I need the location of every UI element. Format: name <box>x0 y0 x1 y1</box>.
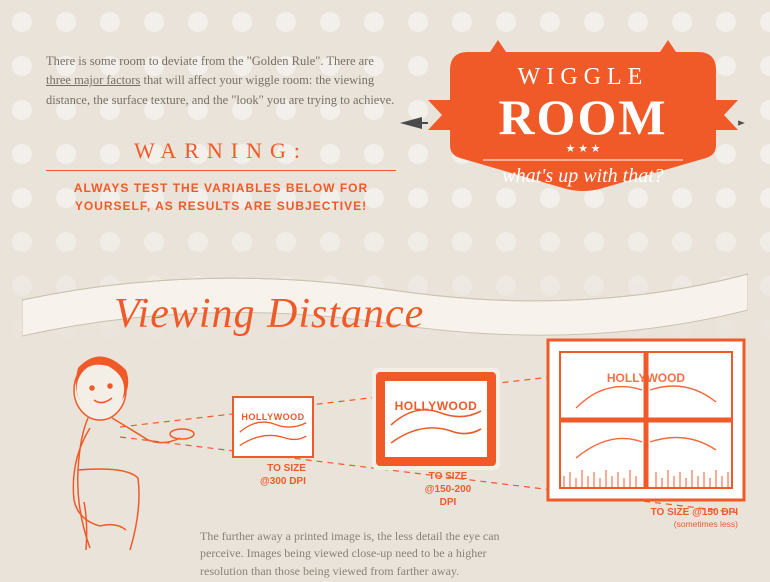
warning-block: WARNING: ALWAYS TEST THE VARIABLES BELOW… <box>46 138 396 215</box>
intro-underlined: three major factors <box>46 73 140 87</box>
warning-divider <box>46 170 396 171</box>
badge-line1: WIGGLE <box>518 64 649 90</box>
caption-2: TO SIZE @150-200 DPI <box>418 470 478 509</box>
caption-3-sub: (sometimes less) <box>618 519 738 530</box>
badge-line2: ROOM <box>498 89 667 145</box>
badge-tagline: what's up with that? <box>502 165 664 187</box>
caption-3: TO SIZE @150 DPI (sometimes less) <box>618 506 738 530</box>
frame-small: HOLLYWOOD <box>232 396 314 458</box>
footer-paragraph: The further away a printed image is, the… <box>200 528 530 580</box>
wiggle-room-badge: WIGGLE ROOM ★ ★ ★ what's up with that? <box>428 30 738 215</box>
caption-1-l2: @300 DPI <box>260 476 306 487</box>
hollywood-label-2: HOLLYWOOD <box>395 399 478 413</box>
intro-prefix: There is some room to deviate from the "… <box>46 54 374 68</box>
caption-1-l1: TO SIZE <box>267 463 306 474</box>
caption-1: TO SIZE @300 DPI <box>260 462 306 488</box>
woman-illustration <box>30 350 210 570</box>
frame-medium: HOLLYWOOD <box>376 372 496 466</box>
window-frame: HOLLYWOOD <box>546 338 746 502</box>
caption-2-l2: @150-200 DPI <box>425 484 471 508</box>
warning-line-2: YOURSELF, AS RESULTS ARE SUBJECTIVE! <box>46 197 396 215</box>
caption-3-l1: TO SIZE @150 DPI <box>651 507 738 518</box>
warning-title: WARNING: <box>46 138 396 164</box>
badge-stars: ★ ★ ★ <box>565 143 600 155</box>
svg-text:HOLLYWOOD: HOLLYWOOD <box>607 371 686 385</box>
warning-line-1: ALWAYS TEST THE VARIABLES BELOW FOR <box>46 179 396 197</box>
hollywood-label-1: HOLLYWOOD <box>241 412 304 422</box>
intro-paragraph: There is some room to deviate from the "… <box>46 52 396 110</box>
caption-2-l1: TO SIZE <box>429 471 468 482</box>
section-title: Viewing Distance <box>114 290 424 338</box>
